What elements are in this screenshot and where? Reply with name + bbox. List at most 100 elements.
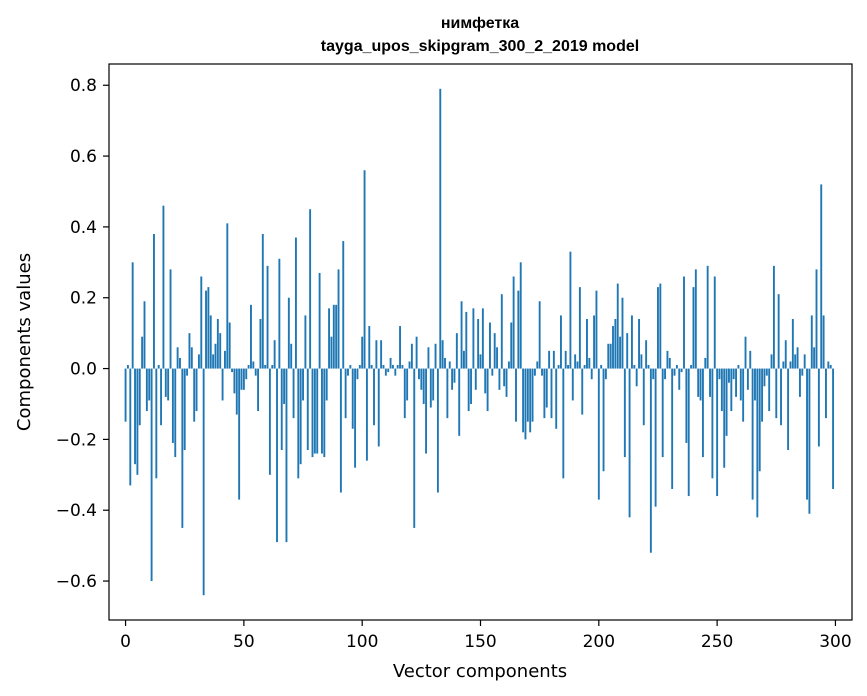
bar bbox=[129, 368, 132, 486]
bar bbox=[595, 290, 598, 369]
bar bbox=[673, 368, 676, 376]
bar bbox=[687, 368, 690, 497]
bar bbox=[780, 368, 782, 426]
bar bbox=[396, 365, 399, 369]
bar bbox=[403, 368, 406, 419]
bar bbox=[235, 368, 238, 415]
bar bbox=[609, 343, 612, 369]
bar bbox=[593, 315, 596, 369]
bar bbox=[384, 368, 387, 376]
bar bbox=[377, 368, 380, 447]
bar bbox=[238, 368, 241, 500]
bar bbox=[453, 368, 456, 383]
bar bbox=[216, 318, 219, 369]
bar bbox=[640, 354, 643, 369]
bar bbox=[406, 368, 409, 401]
bar bbox=[626, 333, 629, 369]
bar bbox=[647, 365, 650, 369]
bar bbox=[176, 347, 179, 369]
bar bbox=[387, 368, 390, 373]
bar bbox=[259, 318, 262, 369]
bar bbox=[410, 343, 413, 369]
bar bbox=[462, 350, 465, 369]
bar bbox=[791, 318, 794, 369]
bar bbox=[567, 365, 569, 369]
bar bbox=[765, 368, 768, 376]
bar bbox=[538, 301, 541, 369]
bar bbox=[633, 365, 636, 369]
y-tick-label: −0.2 bbox=[56, 430, 97, 450]
bar bbox=[588, 357, 591, 369]
bar bbox=[209, 315, 212, 369]
bar bbox=[479, 354, 482, 369]
bar bbox=[325, 368, 328, 401]
bar bbox=[723, 368, 726, 468]
bar bbox=[775, 368, 778, 419]
bar bbox=[297, 368, 300, 479]
bar bbox=[496, 347, 499, 369]
bar bbox=[465, 311, 468, 369]
y-axis-label: Components values bbox=[14, 253, 35, 431]
bar bbox=[389, 357, 392, 369]
bar bbox=[302, 368, 304, 401]
bar bbox=[422, 368, 425, 404]
bar bbox=[645, 340, 648, 369]
y-tick-label: 0.8 bbox=[70, 76, 97, 96]
bar bbox=[664, 368, 667, 380]
bar bbox=[375, 340, 378, 369]
bar bbox=[737, 365, 740, 369]
bar bbox=[273, 340, 276, 369]
bar bbox=[342, 241, 345, 369]
y-axis-ticks: −0.6 −0.4 −0.2 0.0 0.2 0.4 0.6 0.8 bbox=[56, 76, 109, 592]
bar bbox=[583, 365, 586, 369]
bar bbox=[221, 368, 224, 401]
bar bbox=[467, 368, 470, 412]
bar bbox=[250, 304, 252, 369]
bar bbox=[799, 368, 801, 397]
bar bbox=[321, 368, 323, 454]
y-tick-label: −0.6 bbox=[56, 572, 97, 592]
chart-title: нимфетка bbox=[441, 15, 519, 32]
bar bbox=[491, 368, 494, 376]
bar bbox=[548, 350, 551, 369]
bar bbox=[578, 287, 581, 369]
bar bbox=[742, 368, 745, 422]
bar bbox=[642, 368, 645, 426]
bar bbox=[280, 368, 283, 451]
bar bbox=[621, 297, 624, 369]
bar bbox=[744, 336, 747, 369]
x-tick-label: 300 bbox=[819, 632, 851, 652]
bar bbox=[434, 343, 437, 369]
bar bbox=[806, 368, 808, 500]
bar bbox=[200, 276, 203, 369]
bar bbox=[458, 368, 461, 436]
bar bbox=[268, 368, 271, 475]
bar bbox=[138, 368, 141, 426]
bar bbox=[569, 251, 572, 369]
bar bbox=[143, 301, 146, 369]
bar bbox=[560, 315, 562, 369]
bar bbox=[451, 368, 454, 390]
bar bbox=[299, 368, 302, 465]
bar bbox=[306, 368, 309, 451]
bar bbox=[401, 365, 404, 369]
y-tick-label: −0.4 bbox=[56, 501, 97, 521]
bar bbox=[257, 368, 260, 412]
bar bbox=[711, 368, 714, 479]
bar bbox=[638, 318, 640, 369]
bar bbox=[758, 368, 761, 472]
bar bbox=[489, 322, 491, 369]
bar bbox=[820, 184, 823, 369]
bar bbox=[574, 354, 577, 369]
bar bbox=[195, 368, 198, 412]
bar bbox=[808, 368, 811, 514]
bar bbox=[739, 368, 742, 401]
bar bbox=[207, 287, 210, 369]
bar bbox=[720, 368, 723, 412]
bar bbox=[484, 368, 487, 394]
bar bbox=[718, 368, 721, 380]
bar bbox=[730, 368, 733, 412]
bar bbox=[581, 368, 584, 415]
bar bbox=[701, 368, 704, 458]
